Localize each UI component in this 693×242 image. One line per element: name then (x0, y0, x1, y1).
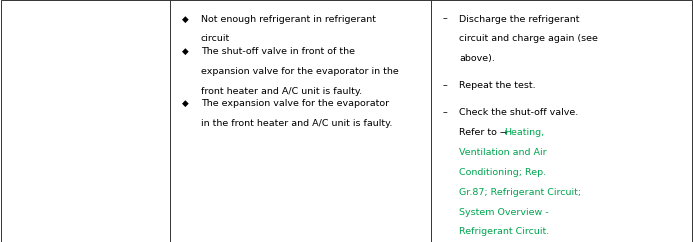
Text: Heating,: Heating, (504, 128, 544, 137)
Text: above).: above). (459, 54, 495, 63)
Text: in the front heater and A/C unit is faulty.: in the front heater and A/C unit is faul… (201, 119, 392, 128)
Text: Discharge the refrigerant: Discharge the refrigerant (459, 15, 580, 23)
Text: ◆: ◆ (182, 15, 189, 23)
Text: –: – (443, 108, 447, 117)
Text: ◆: ◆ (182, 99, 189, 108)
Text: The expansion valve for the evaporator: The expansion valve for the evaporator (201, 99, 389, 108)
Text: The shut-off valve in front of the: The shut-off valve in front of the (201, 47, 355, 56)
Text: Repeat the test.: Repeat the test. (459, 81, 536, 90)
Text: Not enough refrigerant in refrigerant: Not enough refrigerant in refrigerant (201, 15, 376, 23)
Text: Gr.87; Refrigerant Circuit;: Gr.87; Refrigerant Circuit; (459, 188, 581, 197)
Text: –: – (443, 15, 447, 23)
Text: circuit: circuit (201, 34, 230, 43)
Text: Ventilation and Air: Ventilation and Air (459, 148, 547, 157)
Text: Check the shut-off valve.: Check the shut-off valve. (459, 108, 579, 117)
Text: System Overview -: System Overview - (459, 208, 549, 217)
Text: –: – (443, 81, 447, 90)
Text: ◆: ◆ (182, 47, 189, 56)
Text: Conditioning; Rep.: Conditioning; Rep. (459, 168, 547, 177)
Text: expansion valve for the evaporator in the: expansion valve for the evaporator in th… (201, 67, 398, 76)
Text: Refrigerant Circuit.: Refrigerant Circuit. (459, 227, 550, 236)
Text: front heater and A/C unit is faulty.: front heater and A/C unit is faulty. (201, 87, 362, 96)
Text: circuit and charge again (see: circuit and charge again (see (459, 34, 598, 43)
Text: Refer to →: Refer to → (459, 128, 511, 137)
